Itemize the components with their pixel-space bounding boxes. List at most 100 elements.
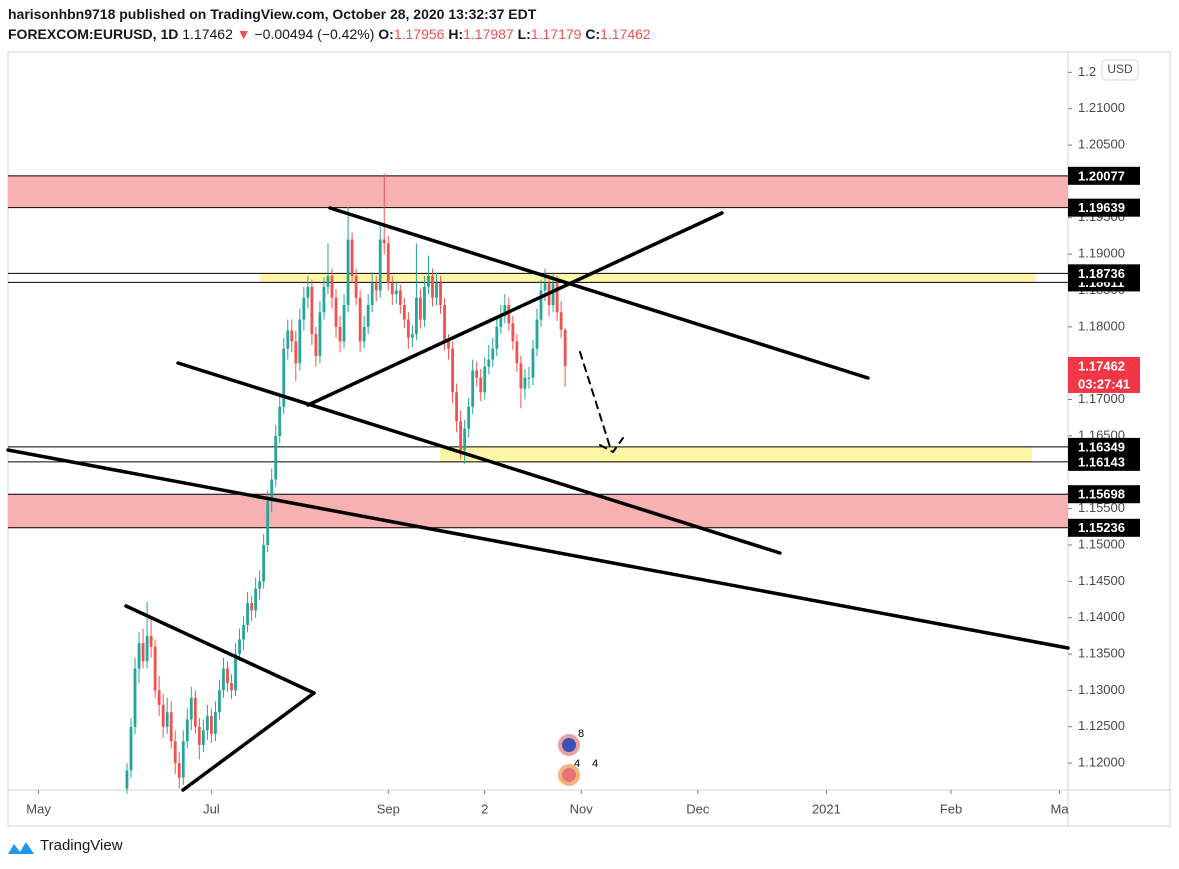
y-tick-label: 1.2 bbox=[1078, 64, 1096, 79]
candle-body bbox=[193, 697, 197, 727]
candle-body bbox=[555, 283, 559, 313]
candle-body bbox=[370, 283, 374, 306]
price-tag bbox=[1068, 166, 1140, 185]
candle-body bbox=[334, 297, 338, 327]
candle-body bbox=[322, 286, 326, 313]
candle-body bbox=[209, 715, 213, 735]
candle-body bbox=[137, 643, 141, 669]
candle-body bbox=[491, 348, 495, 360]
candle-body bbox=[185, 719, 189, 742]
trendline bbox=[181, 691, 316, 792]
candle-body bbox=[157, 690, 161, 705]
price-tag-label: 1.15236 bbox=[1078, 520, 1125, 535]
trendline bbox=[6, 448, 1070, 650]
candle-body bbox=[197, 726, 201, 745]
candle-body bbox=[133, 668, 137, 727]
candle-body bbox=[390, 283, 394, 295]
event-count: 8 bbox=[578, 728, 584, 740]
candle-body bbox=[402, 305, 406, 320]
candle-body bbox=[471, 370, 475, 407]
candle-body bbox=[201, 730, 205, 745]
candle-body bbox=[274, 435, 278, 480]
candle-body bbox=[366, 305, 370, 327]
candle-body bbox=[511, 323, 515, 342]
candle-body bbox=[282, 348, 286, 407]
candle-body bbox=[495, 326, 499, 349]
candle-body bbox=[398, 290, 402, 306]
x-tick-label: 2021 bbox=[812, 801, 841, 816]
y-tick-label: 1.14500 bbox=[1078, 573, 1125, 588]
candle-body bbox=[406, 319, 410, 338]
candle-body bbox=[563, 330, 567, 366]
candle-body bbox=[431, 275, 434, 298]
currency-button[interactable] bbox=[1101, 59, 1139, 81]
candle-body bbox=[165, 712, 169, 727]
countdown: 03:27:41 bbox=[1078, 376, 1130, 391]
trendline bbox=[176, 361, 782, 555]
candle-body bbox=[226, 668, 229, 684]
candle-body bbox=[161, 704, 165, 727]
candle-body bbox=[346, 239, 350, 306]
trendline bbox=[328, 206, 870, 380]
candle-body bbox=[479, 377, 483, 393]
x-tick-label: Dec bbox=[686, 801, 710, 816]
price-tag-label: 1.16143 bbox=[1078, 454, 1125, 469]
y-tick-label: 1.15500 bbox=[1078, 500, 1125, 515]
o-label: O: bbox=[378, 26, 394, 42]
candle-body bbox=[455, 392, 459, 422]
candle-body bbox=[499, 315, 503, 327]
currency[interactable]: USD bbox=[1107, 62, 1133, 76]
candle-body bbox=[214, 712, 217, 735]
candle-body bbox=[306, 286, 310, 298]
candle-body bbox=[414, 297, 418, 335]
candle-body bbox=[338, 326, 342, 342]
close: 1.17462 bbox=[600, 26, 651, 42]
candle-body bbox=[173, 741, 177, 764]
price-tag-label: 1.19639 bbox=[1078, 200, 1125, 215]
candle-body bbox=[527, 377, 531, 379]
candle-body bbox=[250, 603, 254, 611]
candle-body bbox=[559, 312, 563, 330]
candle-body bbox=[523, 377, 527, 389]
y-tick-label: 1.21000 bbox=[1078, 100, 1125, 115]
price-tag-label: 1.15698 bbox=[1078, 487, 1125, 502]
x-tick-label: Nov bbox=[570, 801, 594, 816]
candle-body bbox=[326, 275, 330, 287]
change: −0.00494 (−0.42%) bbox=[254, 26, 375, 42]
footer: TradingView bbox=[40, 837, 123, 854]
trendline bbox=[306, 211, 724, 407]
candle-body bbox=[270, 479, 274, 502]
x-tick-label: Sep bbox=[377, 801, 400, 816]
candle-body bbox=[153, 646, 157, 691]
candle-body bbox=[451, 348, 454, 393]
candle-body bbox=[551, 283, 555, 306]
candle-body bbox=[507, 305, 511, 324]
zone bbox=[440, 446, 1032, 462]
candle-body bbox=[181, 741, 185, 778]
price-tag bbox=[1068, 437, 1140, 456]
price-tag bbox=[1068, 264, 1140, 283]
candle-body bbox=[475, 370, 479, 378]
candle-body bbox=[515, 341, 519, 364]
y-tick-label: 1.12500 bbox=[1078, 718, 1125, 733]
candle-body bbox=[410, 334, 414, 338]
candle-body bbox=[374, 283, 378, 291]
candle-body bbox=[278, 406, 282, 436]
arrow-head bbox=[599, 437, 624, 454]
candle-body bbox=[218, 690, 221, 713]
zone bbox=[8, 494, 1068, 528]
arrow: ▼ bbox=[236, 26, 251, 42]
x-tick-label: Ma bbox=[1051, 801, 1070, 816]
candle-body bbox=[129, 726, 133, 771]
candle-body bbox=[238, 639, 241, 655]
candle-body bbox=[362, 326, 366, 342]
axes: 1.12000 1.12500 1.13000 1.13500 1.14000 1.145… bbox=[26, 64, 1140, 816]
candle-body bbox=[539, 290, 543, 320]
price-tag bbox=[1068, 485, 1140, 504]
y-tick-label: 1.13000 bbox=[1078, 682, 1125, 697]
candle-body bbox=[535, 319, 539, 349]
candle-body bbox=[487, 359, 491, 367]
candle-body bbox=[439, 283, 442, 306]
candle-body bbox=[246, 603, 249, 625]
